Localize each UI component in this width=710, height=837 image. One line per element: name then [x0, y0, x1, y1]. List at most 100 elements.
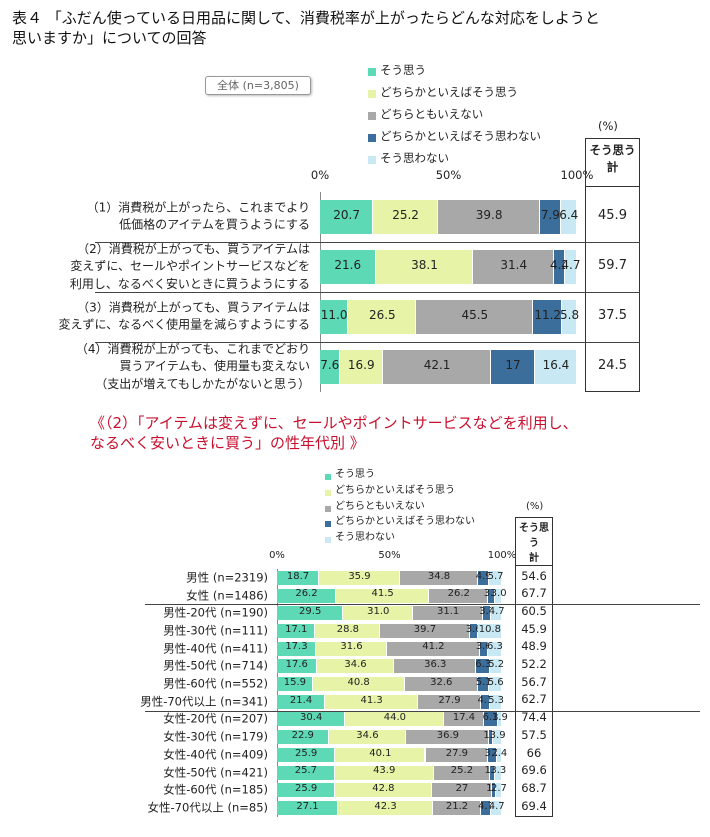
value-label: 25.2	[450, 765, 474, 777]
value-label: 29.5	[299, 606, 322, 618]
bar-segment	[562, 300, 577, 334]
bar-segment	[277, 677, 313, 692]
bar-segment	[343, 606, 414, 621]
bar-segment	[277, 659, 317, 674]
value-label: 39.8	[475, 208, 503, 223]
bar-segment	[540, 200, 561, 234]
value-label: 44.0	[383, 712, 407, 724]
bar-segment	[316, 659, 395, 674]
bar-segment	[312, 677, 405, 692]
bar-segment	[534, 350, 577, 384]
legend-swatch	[368, 134, 376, 142]
value-label: 7.6	[320, 358, 340, 373]
total-box	[585, 138, 640, 392]
value-label: 4.7	[488, 800, 505, 812]
legend-label: どちらともいえない	[335, 500, 425, 512]
x-tick-label: 0%	[269, 550, 285, 561]
value-label: 17	[505, 358, 521, 373]
bar-segment	[496, 747, 502, 762]
value-label: 18.7	[286, 570, 310, 582]
category-label: 男性-50代 (n=714)	[163, 659, 268, 674]
bar-segment	[488, 588, 496, 603]
value-label: 3.3	[490, 765, 507, 777]
bar-segment	[277, 712, 346, 727]
bar-segment	[473, 250, 555, 284]
value-label: 17.3	[285, 641, 308, 653]
value-label: 10.8	[478, 623, 501, 635]
bar-segment	[335, 747, 426, 762]
value-label: 39.7	[413, 623, 437, 635]
bar-segment	[489, 677, 502, 692]
bar-segment	[487, 641, 502, 656]
legend-swatch	[368, 156, 376, 164]
total-value: 69.6	[521, 763, 547, 778]
bar-segment	[277, 588, 336, 603]
total-value: 68.7	[521, 780, 547, 795]
bar-segment	[564, 250, 577, 284]
value-label: 4.7	[488, 606, 505, 618]
value-label: 17.1	[285, 623, 308, 635]
value-label: 5.3	[488, 694, 504, 706]
x-tick-label: 50%	[435, 168, 462, 182]
bar-segment	[416, 300, 534, 334]
category-label: 男性-30代 (n=111)	[163, 623, 268, 638]
legend-label: そう思う	[380, 63, 426, 77]
bar-segment	[493, 730, 502, 745]
bar-segment	[477, 623, 502, 638]
value-label: 26.2	[295, 588, 318, 600]
axis-line	[277, 569, 278, 817]
value-label: 1.6	[486, 783, 503, 795]
value-label: 42.1	[423, 358, 451, 373]
bar-segment	[399, 570, 479, 585]
value-label: 6.3	[486, 641, 503, 653]
bar-segment	[277, 641, 316, 656]
value-label: 34.6	[356, 729, 379, 741]
bar-segment	[418, 694, 481, 709]
category-label: 女性-30代 (n=179)	[163, 729, 268, 744]
bar-segment	[320, 350, 340, 384]
value-label: 3.0	[490, 588, 507, 600]
bar-segment	[404, 677, 478, 692]
value-label: 3.7	[479, 606, 496, 618]
value-label: 3.9	[489, 729, 506, 741]
value-label: 4.1	[477, 694, 494, 706]
value-label: 32.6	[430, 676, 453, 688]
bar-segment	[491, 800, 502, 815]
category-label: （2）消費税が上がっても、買うアイテムは 変えずに、セールやポイントサービスなど…	[69, 241, 310, 291]
value-label: 40.8	[347, 676, 370, 688]
total-header: そう思う 計	[589, 143, 636, 175]
value-label: 3.1	[483, 588, 500, 600]
value-label: 25.9	[294, 783, 318, 795]
value-label: 42.8	[372, 783, 395, 795]
total-value: 69.4	[521, 798, 547, 813]
bar-segment	[488, 747, 497, 762]
bar-segment	[380, 623, 470, 638]
value-label: 6.3	[475, 659, 492, 671]
value-label: 4.7	[561, 258, 581, 273]
value-label: 4.7	[478, 800, 495, 812]
total-value: 59.7	[598, 257, 627, 273]
bar-segment	[425, 747, 489, 762]
bar-segment	[429, 588, 489, 603]
bar-segment	[492, 783, 496, 798]
row-separator	[145, 604, 700, 606]
row-separator	[95, 342, 640, 343]
legend-swatch	[368, 90, 376, 98]
value-label: 31.6	[340, 641, 363, 653]
bar-segment	[375, 250, 474, 284]
bar-segment	[277, 730, 329, 745]
legend-label: そう思う	[335, 469, 375, 480]
bar-segment	[277, 694, 326, 709]
legend-swatch	[368, 68, 376, 76]
value-label: 25.9	[294, 747, 318, 759]
value-label: 1.9	[484, 765, 501, 777]
total-value: 45.9	[521, 621, 547, 636]
value-label: 3.7	[484, 747, 501, 759]
bar-segment	[373, 200, 438, 234]
total-value: 56.7	[521, 674, 547, 689]
legend-label: どちらかといえばそう思う	[335, 484, 455, 496]
total-value: 37.5	[598, 307, 627, 323]
bar-segment	[320, 200, 374, 234]
bar-segment	[490, 659, 502, 674]
bar-segment	[495, 783, 502, 798]
